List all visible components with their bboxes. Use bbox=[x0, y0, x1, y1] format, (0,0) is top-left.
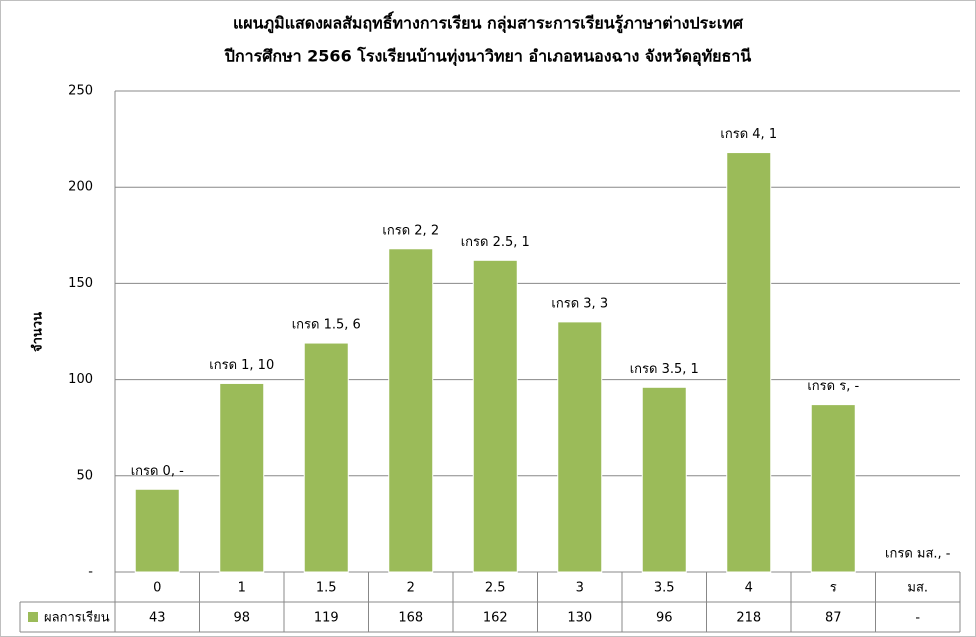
bar bbox=[219, 382, 265, 573]
x-tick-label: 4 bbox=[745, 581, 753, 596]
table-value: 162 bbox=[483, 611, 508, 626]
bar bbox=[557, 321, 603, 573]
table-value: 87 bbox=[825, 611, 842, 626]
x-tick-label: 2.5 bbox=[485, 581, 506, 596]
table-value: 218 bbox=[736, 611, 761, 626]
table-value: 96 bbox=[656, 611, 673, 626]
bar bbox=[810, 404, 856, 573]
bar bbox=[641, 386, 687, 573]
bar-label: เกรด 3.5, 1 bbox=[630, 362, 699, 377]
y-tick-label: 100 bbox=[68, 372, 93, 387]
bar bbox=[303, 342, 349, 573]
table-value: 119 bbox=[314, 611, 339, 626]
bar-label: เกรด มส., - bbox=[885, 547, 951, 562]
x-tick-label: 0 bbox=[153, 581, 161, 596]
y-tick-label: 250 bbox=[68, 84, 93, 99]
table-value: 98 bbox=[233, 611, 250, 626]
y-axis-label: จำนวน bbox=[30, 312, 46, 352]
bar-label: เกรด 3, 3 bbox=[551, 296, 608, 311]
legend-label: ผลการเรียน bbox=[44, 610, 110, 626]
y-tick-label: 150 bbox=[68, 276, 93, 291]
y-tick-label: 50 bbox=[76, 468, 93, 483]
bar bbox=[726, 152, 772, 573]
bar-label: เกรด ร, - bbox=[807, 379, 859, 394]
x-tick-label: 3.5 bbox=[654, 581, 675, 596]
y-tick-label: - bbox=[88, 565, 93, 580]
legend-swatch bbox=[28, 612, 38, 622]
bar bbox=[388, 248, 434, 573]
bar-label: เกรด 2.5, 1 bbox=[461, 235, 530, 250]
chart-title: แผนภูมิแสดงผลสัมฤทธิ์ทางการเรียน กลุ่มสา… bbox=[233, 12, 744, 35]
x-tick-label: มส. bbox=[907, 581, 928, 596]
y-tick-label: 200 bbox=[68, 180, 93, 195]
table-value: - bbox=[915, 611, 920, 626]
x-tick-label: 3 bbox=[576, 581, 584, 596]
bar-label: เกรด 0, - bbox=[131, 464, 184, 479]
table-value: 43 bbox=[149, 611, 166, 626]
chart-subtitle: ปีการศึกษา 2566 โรงเรียนบ้านทุ่งนาวิทยา … bbox=[223, 46, 751, 67]
table-value: 168 bbox=[398, 611, 423, 626]
x-tick-label: 2 bbox=[407, 581, 415, 596]
bar bbox=[134, 488, 180, 573]
bar bbox=[472, 259, 518, 573]
bar-label: เกรด 1, 10 bbox=[209, 358, 274, 373]
x-tick-label: 1.5 bbox=[316, 581, 337, 596]
x-tick-label: ร bbox=[830, 581, 837, 596]
bar-label: เกรด 1.5, 6 bbox=[292, 318, 361, 333]
x-tick-label: 1 bbox=[238, 581, 246, 596]
bar-label: เกรด 2, 2 bbox=[382, 223, 439, 238]
bar-label: เกรด 4, 1 bbox=[720, 127, 777, 142]
table-value: 130 bbox=[567, 611, 592, 626]
